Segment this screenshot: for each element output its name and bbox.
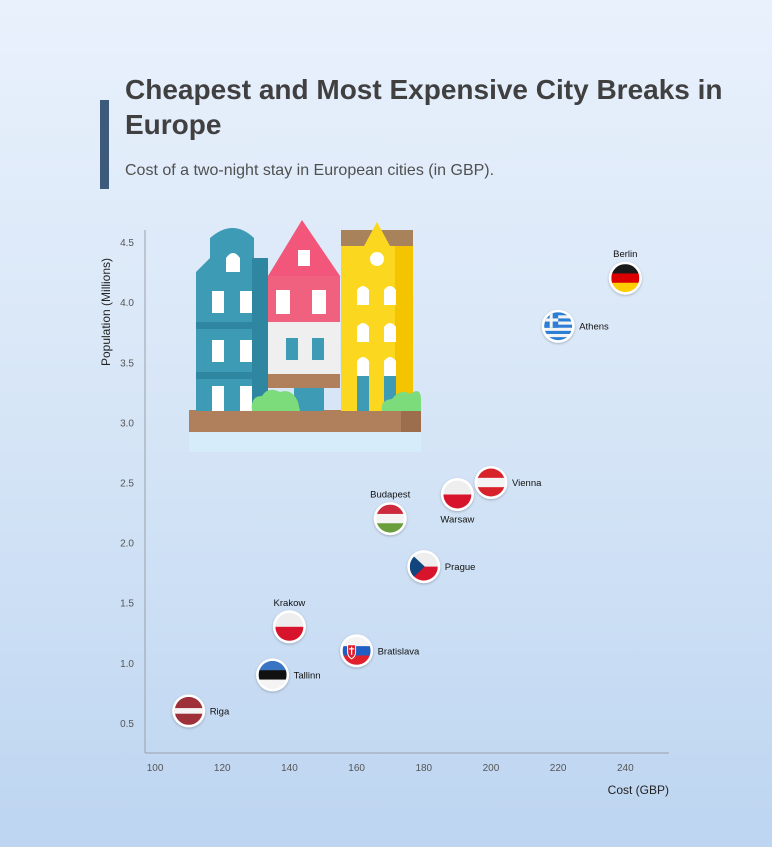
title-accent-bar bbox=[100, 100, 109, 189]
y-tick-label: 2.0 bbox=[120, 539, 134, 550]
point-label-budapest: Budapest bbox=[370, 490, 411, 501]
y-tick-label: 3.0 bbox=[120, 418, 134, 429]
point-label-tallinn: Tallinn bbox=[294, 670, 321, 681]
point-label-krakow: Krakow bbox=[274, 598, 306, 609]
y-tick-label: 3.5 bbox=[120, 358, 134, 369]
data-point-budapest[interactable] bbox=[373, 502, 407, 536]
data-point-krakow[interactable] bbox=[272, 610, 306, 644]
data-point-bratislava[interactable] bbox=[340, 634, 374, 668]
point-label-vienna: Vienna bbox=[512, 478, 542, 489]
greece-flag-icon bbox=[544, 312, 573, 341]
point-label-riga: Riga bbox=[210, 706, 230, 717]
y-tick-label: 0.5 bbox=[120, 719, 134, 730]
data-point-prague[interactable] bbox=[407, 550, 441, 584]
data-point-berlin[interactable] bbox=[608, 261, 642, 295]
poland-flag-icon bbox=[275, 612, 304, 641]
y-tick-label: 4.5 bbox=[120, 238, 134, 249]
austria-flag-icon bbox=[477, 468, 505, 497]
x-tick-label: 100 bbox=[147, 763, 164, 774]
x-axis-label: Cost (GBP) bbox=[608, 783, 669, 797]
x-tick-label: 240 bbox=[617, 763, 634, 774]
page-title: Cheapest and Most Expensive City Breaks … bbox=[125, 74, 723, 140]
x-tick-label: 180 bbox=[415, 763, 432, 774]
x-tick-label: 160 bbox=[348, 763, 365, 774]
hungary-flag-icon bbox=[376, 504, 405, 533]
czechia-flag-icon bbox=[409, 552, 438, 581]
y-axis-label: Population (Millions) bbox=[99, 258, 113, 366]
germany-flag-icon bbox=[611, 264, 640, 293]
latvia-flag-icon bbox=[174, 696, 203, 725]
data-point-riga[interactable] bbox=[172, 694, 206, 728]
point-label-bratislava: Bratislava bbox=[378, 646, 420, 657]
y-tick-label: 1.0 bbox=[120, 659, 134, 670]
point-label-berlin: Berlin bbox=[613, 249, 637, 260]
y-tick-label: 1.5 bbox=[120, 599, 134, 610]
data-point-tallinn[interactable] bbox=[256, 658, 290, 692]
data-point-athens[interactable] bbox=[541, 309, 575, 343]
slovakia-flag-icon bbox=[342, 636, 371, 665]
poland-flag-icon bbox=[443, 480, 472, 509]
point-label-prague: Prague bbox=[445, 562, 476, 573]
data-point-warsaw[interactable] bbox=[440, 478, 474, 511]
estonia-flag-icon bbox=[258, 660, 287, 689]
point-label-warsaw: Warsaw bbox=[440, 515, 474, 526]
data-point-vienna[interactable] bbox=[474, 466, 508, 499]
y-tick-label: 2.5 bbox=[120, 478, 134, 489]
x-tick-label: 220 bbox=[550, 763, 567, 774]
x-tick-label: 140 bbox=[281, 763, 298, 774]
y-tick-label: 4.0 bbox=[120, 298, 134, 309]
european-houses-illustration bbox=[189, 220, 421, 452]
page-subtitle: Cost of a two-night stay in European cit… bbox=[125, 162, 495, 179]
x-tick-label: 200 bbox=[483, 763, 500, 774]
x-tick-label: 120 bbox=[214, 763, 231, 774]
point-label-athens: Athens bbox=[579, 322, 609, 333]
